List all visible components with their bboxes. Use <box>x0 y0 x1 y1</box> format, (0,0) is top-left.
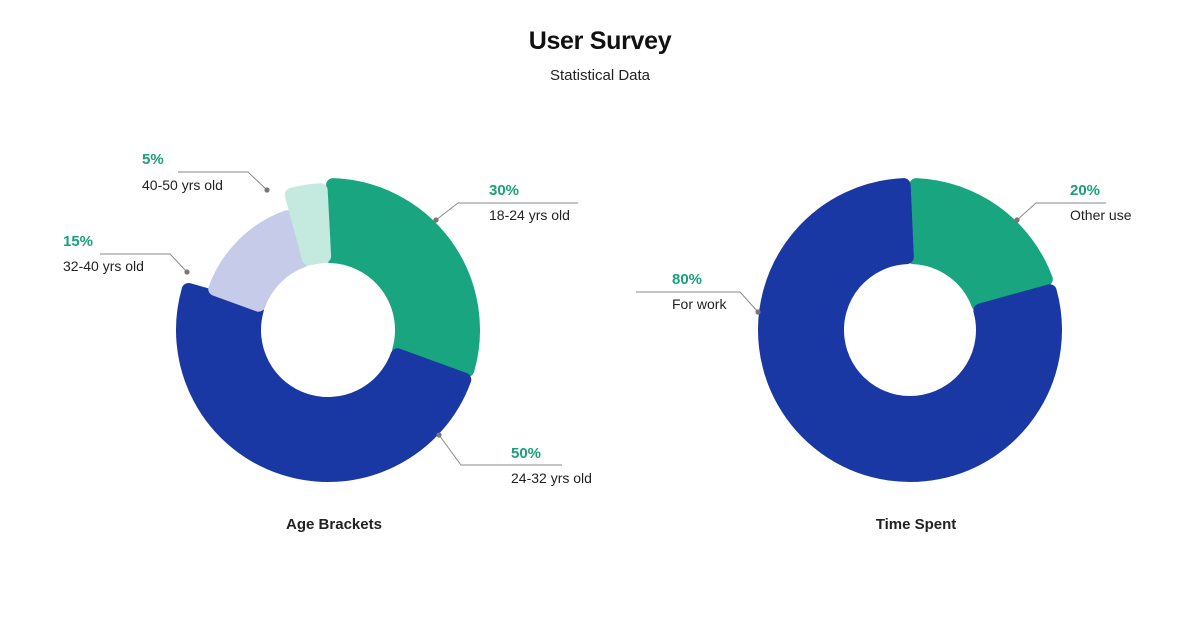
leader-line-other-use <box>1016 202 1106 221</box>
percent-label-for-work: 80% <box>672 271 702 288</box>
percent-label-40-50: 5% <box>142 151 164 168</box>
slice-32-40[interactable] <box>208 210 310 312</box>
slice-other-use[interactable] <box>906 178 1053 312</box>
leader-dot-24-32 <box>436 432 442 438</box>
slice-24-32[interactable] <box>176 283 472 482</box>
percent-label-32-40: 15% <box>63 233 93 250</box>
percent-label-18-24: 30% <box>489 182 519 199</box>
slice-label-other-use: Other use <box>1070 207 1132 223</box>
leader-dot-18-24 <box>433 217 439 223</box>
leader-dot-other-use <box>1014 217 1020 223</box>
slice-label-18-24: 18-24 yrs old <box>489 207 570 223</box>
leader-line-24-32 <box>438 434 562 466</box>
slice-label-24-32: 24-32 yrs old <box>511 470 592 486</box>
slice-18-24[interactable] <box>323 178 480 377</box>
percent-label-24-32: 50% <box>511 445 541 462</box>
slice-40-50[interactable] <box>284 183 332 266</box>
leader-line-for-work <box>636 291 759 313</box>
leader-dot-for-work <box>755 309 761 315</box>
time-spent-title: Time Spent <box>876 516 957 533</box>
leader-dot-40-50 <box>264 187 270 193</box>
leader-dot-32-40 <box>184 269 190 275</box>
leader-line-40-50 <box>178 171 268 191</box>
slice-for-work[interactable] <box>758 178 1062 482</box>
age-brackets-title: Age Brackets <box>286 516 382 533</box>
slice-label-for-work: For work <box>672 296 727 312</box>
slice-label-40-50: 40-50 yrs old <box>142 177 223 193</box>
slice-label-32-40: 32-40 yrs old <box>63 258 144 274</box>
percent-label-other-use: 20% <box>1070 182 1100 199</box>
page-subtitle: Statistical Data <box>549 67 651 84</box>
age-brackets-chart: 30% 18-24 yrs old 50% 24-32 yrs old 15% 32-40… <box>63 151 592 533</box>
leader-line-32-40 <box>100 253 188 273</box>
time-spent-chart: 20% Other use 80% For work Time Spent <box>636 178 1132 533</box>
leader-line-18-24 <box>435 202 578 221</box>
page-title: User Survey <box>528 27 672 55</box>
